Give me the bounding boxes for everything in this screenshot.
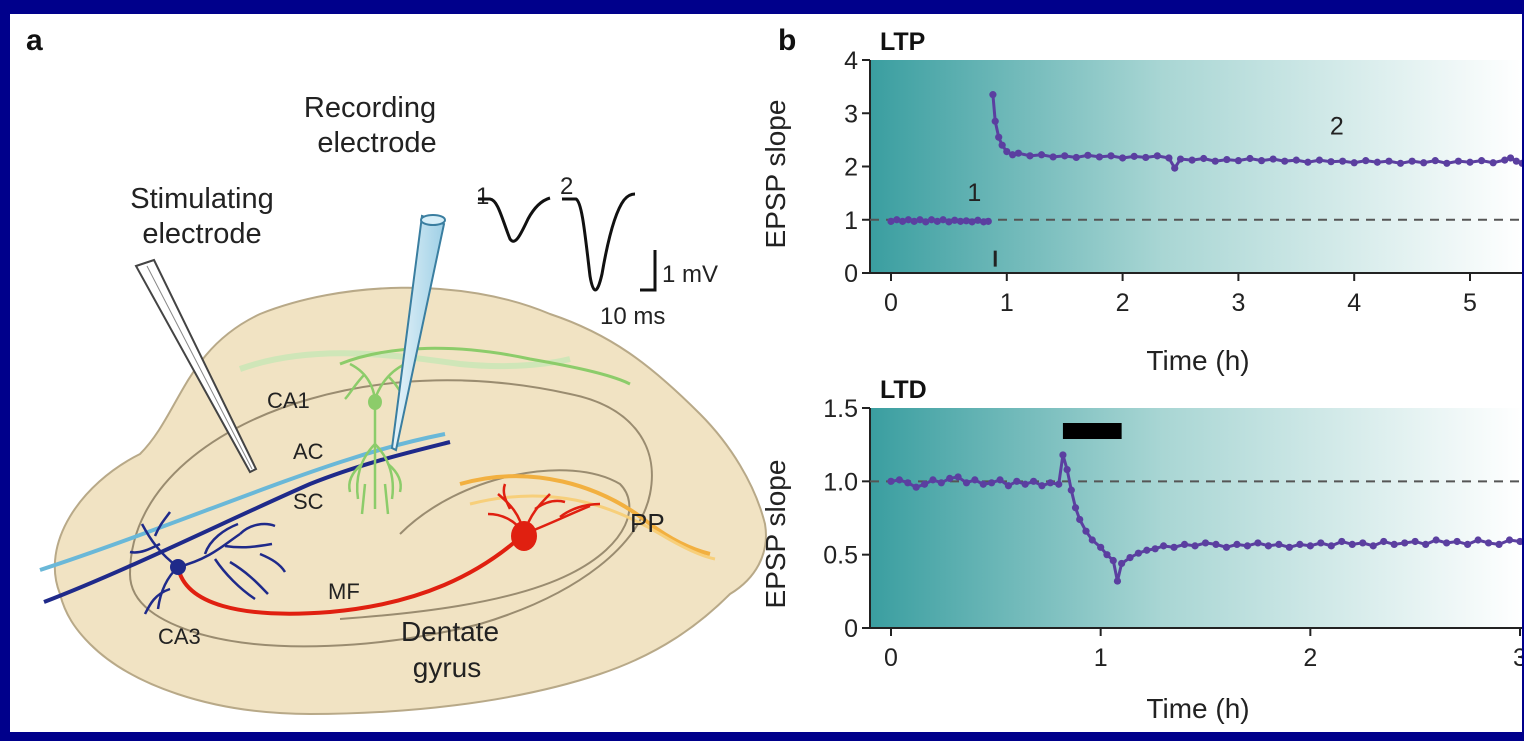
tissue-inner-fold xyxy=(128,379,653,648)
recording-electrode xyxy=(390,214,446,452)
granule-cell-dendrites xyxy=(487,483,601,536)
stimulating-electrode-label-1: Stimulating xyxy=(130,183,273,215)
chart-0-annotation: 1 xyxy=(967,179,981,207)
commissural-fiber xyxy=(39,432,446,572)
chart-1-series-line xyxy=(890,454,1521,582)
recording-electrode-label-2: electrode xyxy=(317,127,436,159)
chart-1-ytick-label: 1.0 xyxy=(823,468,858,496)
chart-0-xtick-label: 0 xyxy=(884,289,898,317)
ltd-xlabel: Time (h) xyxy=(1146,693,1249,724)
schaffer-collateral xyxy=(43,440,451,604)
chart-1-stimulus-bar xyxy=(1062,423,1122,439)
ca3-label: CA3 xyxy=(158,624,201,649)
perforant-path-2 xyxy=(469,494,716,561)
ltd-ticks: 0 0.5 1.0 1.5 0 1 2 3 xyxy=(823,395,1524,672)
ca1-label: CA1 xyxy=(267,388,310,413)
dentate-gyrus-label-2: gyrus xyxy=(413,652,481,683)
ltd-marks xyxy=(870,423,1524,585)
panel-a: a xyxy=(26,24,767,716)
ltp-plot-area xyxy=(870,60,1522,273)
stimulating-electrode xyxy=(134,258,258,474)
epsp-trace-2 xyxy=(562,192,636,292)
granule-cell-soma xyxy=(511,521,537,551)
chart-1-ytick-label: 0 xyxy=(844,615,858,643)
ltd-chart: LTD EPSP slope Time (h) 0 0.5 1.0 1.5 0 1 2 3 xyxy=(760,376,1524,724)
chart-0-xtick-label: 4 xyxy=(1347,289,1361,317)
ltd-ylabel: EPSP slope xyxy=(760,460,791,609)
figure-svg: a xyxy=(26,24,1524,724)
chart-0-xtick-label: 5 xyxy=(1463,289,1477,317)
ltd-title: LTD xyxy=(880,376,927,404)
chart-1-xtick-label: 2 xyxy=(1303,644,1317,672)
chart-1-ytick-label: 1.5 xyxy=(823,395,858,423)
chart-0-annotation: 2 xyxy=(1330,113,1344,141)
ca3-neuron xyxy=(129,511,287,615)
perforant-path xyxy=(459,474,711,556)
scale-bar xyxy=(640,250,657,292)
ca3-soma xyxy=(170,559,186,575)
ltp-title: LTP xyxy=(880,28,925,56)
sc-label: SC xyxy=(293,489,324,514)
mossy-fiber xyxy=(176,532,526,616)
stimulating-electrode-label-2: electrode xyxy=(142,218,261,250)
figure-panel: a xyxy=(10,14,1524,732)
chart-0-series-line xyxy=(890,94,1523,224)
trace-1-label: 1 xyxy=(476,183,489,210)
chart-0-ytick-label: 3 xyxy=(844,100,858,128)
ca1-soma xyxy=(368,394,382,410)
chart-1-xtick-label: 1 xyxy=(1094,644,1108,672)
ca1-layer xyxy=(238,350,571,372)
chart-0-ytick-label: 0 xyxy=(844,260,858,288)
chart-1-xtick-label: 3 xyxy=(1513,644,1522,672)
pp-label: PP xyxy=(630,508,665,538)
epsp-trace-1 xyxy=(478,196,551,243)
ltd-plot-area xyxy=(870,408,1522,628)
chart-0-xtick-label: 3 xyxy=(1231,289,1245,317)
panel-a-letter: a xyxy=(26,24,43,57)
ltp-marks: 12 xyxy=(870,91,1524,267)
chart-1-ytick-label: 0.5 xyxy=(823,542,858,570)
chart-0-ytick-label: 2 xyxy=(844,154,858,182)
chart-0-ytick-label: 4 xyxy=(844,47,858,75)
dentate-gyrus-label-1: Dentate xyxy=(401,616,499,647)
chart-0-xtick-label: 2 xyxy=(1116,289,1130,317)
scale-bar-voltage-label: 1 mV xyxy=(662,261,718,288)
panel-b-letter: b xyxy=(778,24,796,57)
ltp-xlabel: Time (h) xyxy=(1146,345,1249,376)
scale-bar-time-label: 10 ms xyxy=(600,303,665,330)
chart-0-xtick-label: 1 xyxy=(1000,289,1014,317)
chart-0-ytick-label: 1 xyxy=(844,207,858,235)
ltp-ylabel: EPSP slope xyxy=(760,100,791,249)
ac-label: AC xyxy=(293,439,324,464)
mf-label: MF xyxy=(328,579,360,604)
trace-2-label: 2 xyxy=(560,173,573,200)
green-fiber xyxy=(339,346,631,386)
recording-electrode-label-1: Recording xyxy=(304,92,436,124)
chart-1-xtick-label: 0 xyxy=(884,644,898,672)
